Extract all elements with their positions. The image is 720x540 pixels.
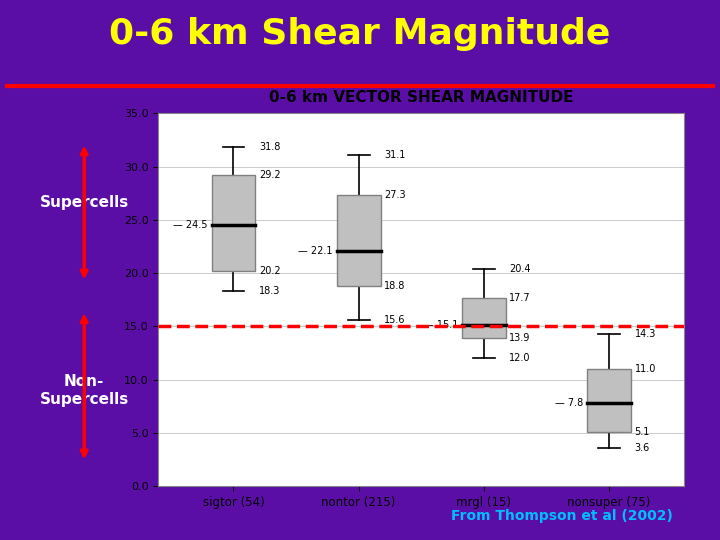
Text: 18.8: 18.8 — [384, 281, 405, 291]
Text: 31.8: 31.8 — [259, 143, 281, 152]
Text: 18.3: 18.3 — [259, 286, 281, 296]
Text: — 22.1: — 22.1 — [299, 246, 333, 256]
FancyBboxPatch shape — [337, 195, 381, 286]
Text: 14.3: 14.3 — [634, 329, 656, 339]
Text: — 24.5: — 24.5 — [174, 220, 208, 230]
Text: 13.9: 13.9 — [510, 333, 531, 343]
Text: Non-
Supercells: Non- Supercells — [40, 374, 129, 407]
Text: 0-6 km Shear Magnitude: 0-6 km Shear Magnitude — [109, 17, 611, 51]
Title: 0-6 km VECTOR SHEAR MAGNITUDE: 0-6 km VECTOR SHEAR MAGNITUDE — [269, 90, 573, 105]
Text: 3.6: 3.6 — [634, 443, 650, 453]
Text: 20.2: 20.2 — [259, 266, 281, 276]
FancyBboxPatch shape — [587, 369, 631, 431]
Text: 17.7: 17.7 — [510, 293, 531, 302]
Text: 11.0: 11.0 — [634, 364, 656, 374]
Text: 20.4: 20.4 — [510, 264, 531, 274]
Text: — 15.1: — 15.1 — [424, 320, 458, 330]
Text: Supercells: Supercells — [40, 195, 129, 210]
Text: From Thompson et al (2002): From Thompson et al (2002) — [451, 509, 672, 523]
Text: 5.1: 5.1 — [634, 427, 650, 437]
FancyBboxPatch shape — [462, 298, 505, 338]
Text: 15.6: 15.6 — [384, 315, 406, 325]
Text: 27.3: 27.3 — [384, 191, 406, 200]
FancyBboxPatch shape — [212, 175, 256, 271]
Text: 12.0: 12.0 — [510, 353, 531, 363]
Text: 31.1: 31.1 — [384, 150, 405, 160]
Text: — 7.8: — 7.8 — [555, 398, 583, 408]
Text: 29.2: 29.2 — [259, 170, 281, 180]
